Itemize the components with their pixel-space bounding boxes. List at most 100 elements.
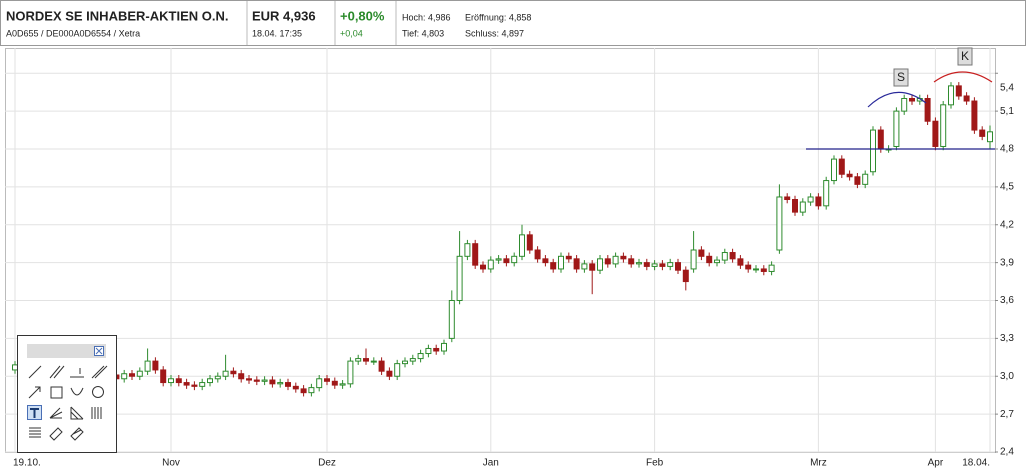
drawing-toolbox: [17, 335, 117, 453]
candle-body: [339, 383, 346, 386]
close-icon: [95, 347, 103, 355]
candle-body: [955, 85, 962, 97]
gann-tool[interactable]: [70, 406, 84, 420]
candle-body: [160, 369, 167, 384]
candle-body: [534, 249, 541, 260]
eraser-tool[interactable]: [49, 427, 63, 441]
candle-body: [386, 370, 393, 377]
horizontal-tool[interactable]: [70, 368, 84, 378]
candle-body: [581, 263, 588, 270]
candle-body: [940, 104, 947, 147]
candle-body: [760, 268, 767, 272]
candle-body: [815, 196, 822, 207]
candle-body: [651, 263, 658, 267]
candle-body: [144, 360, 151, 372]
candle-body: [909, 98, 915, 102]
erase-all-tool[interactable]: [70, 427, 84, 441]
fibonacci-tool[interactable]: [29, 427, 41, 438]
candle-body: [425, 347, 432, 355]
candle-body: [862, 173, 869, 185]
candle-body: [308, 387, 315, 394]
candle-body: [698, 249, 705, 257]
candle-body: [893, 110, 900, 147]
y-tick-label: 2,7: [1000, 409, 1014, 420]
candle-body: [238, 373, 245, 380]
day-high: Hoch: 4,986: [402, 12, 451, 22]
x-tick-label: Dez: [318, 458, 336, 469]
candle-body: [877, 129, 884, 150]
candle-body: [253, 379, 260, 382]
candle-body: [963, 95, 970, 102]
candle-body: [222, 370, 229, 377]
candle-body: [207, 378, 213, 384]
candle-body: [823, 180, 830, 207]
candle-body: [675, 262, 681, 271]
candle-body: [292, 385, 299, 390]
candle-body: [456, 255, 463, 301]
x-tick-label: Mrz: [810, 458, 827, 469]
candle-body: [472, 243, 479, 266]
rectangle-tool[interactable]: [50, 386, 63, 399]
candle-body: [402, 360, 408, 365]
candle-body: [394, 363, 401, 377]
pattern-arc: [867, 91, 927, 108]
candle-body: [659, 263, 666, 267]
candle-body: [714, 259, 720, 264]
candle-body: [495, 258, 502, 261]
candle-body: [324, 378, 330, 382]
candle-body: [183, 382, 190, 386]
line-tool[interactable]: [28, 365, 42, 379]
candle-body: [441, 342, 447, 352]
x-tick-label: 19.10.: [13, 458, 41, 469]
candle-body: [643, 262, 650, 267]
parallel-tool[interactable]: [91, 365, 108, 379]
security-name: NORDEX SE INHABER-AKTIEN O.N.: [6, 8, 228, 23]
candle-body: [924, 98, 931, 122]
candle-body: [753, 268, 759, 271]
candle-body: [175, 378, 182, 384]
candle-body: [152, 360, 159, 371]
candle-body: [846, 173, 853, 178]
candle-body: [971, 100, 978, 131]
candle-body: [612, 255, 619, 265]
y-tick-label: 5,1: [1000, 106, 1014, 117]
candle-body: [831, 158, 837, 182]
candle-body: [316, 378, 323, 389]
candle-body: [355, 358, 362, 362]
candle-body: [987, 131, 993, 143]
candle-body: [565, 255, 572, 260]
x-tick-label: 18.04.: [962, 458, 990, 469]
channel-tool[interactable]: [49, 365, 65, 379]
candle-body: [269, 379, 276, 385]
y-tick-label: 3,6: [1000, 295, 1014, 306]
candle-body: [573, 258, 580, 270]
arrow-tool[interactable]: [28, 386, 41, 399]
candle-body: [277, 382, 284, 385]
candle-body: [487, 259, 494, 270]
candle-body: [979, 129, 986, 137]
candle-body: [300, 388, 307, 394]
candle-body: [417, 353, 424, 360]
change-absolute: +0,04: [340, 28, 363, 38]
y-tick-label: 3,3: [1000, 333, 1014, 344]
candle-body: [558, 255, 564, 270]
cycle-tool[interactable]: [91, 407, 102, 419]
day-open: Eröffnung: 4,858: [465, 12, 531, 22]
candle-body: [706, 255, 713, 264]
candle-body: [168, 378, 174, 384]
x-tick-label: Feb: [646, 458, 664, 469]
plot-area: 2,4 2,7 3,0 3,3 3,6 3,9 4,2 4,5 4,8 5,1 5,4 19.10. N…: [5, 48, 1014, 469]
candle-body: [542, 258, 549, 264]
candle-body: [12, 364, 18, 371]
candle-body: [597, 258, 603, 271]
annotation-label: K: [961, 49, 969, 63]
change-percent: +0,80%: [340, 8, 385, 23]
fan-tool[interactable]: [49, 407, 63, 419]
y-tick-label: 3,0: [1000, 371, 1014, 382]
y-tick-label: 4,2: [1000, 219, 1014, 230]
y-tick-label: 2,4: [1000, 447, 1014, 458]
circle-tool[interactable]: [92, 386, 104, 398]
arc-tool[interactable]: [70, 387, 84, 396]
